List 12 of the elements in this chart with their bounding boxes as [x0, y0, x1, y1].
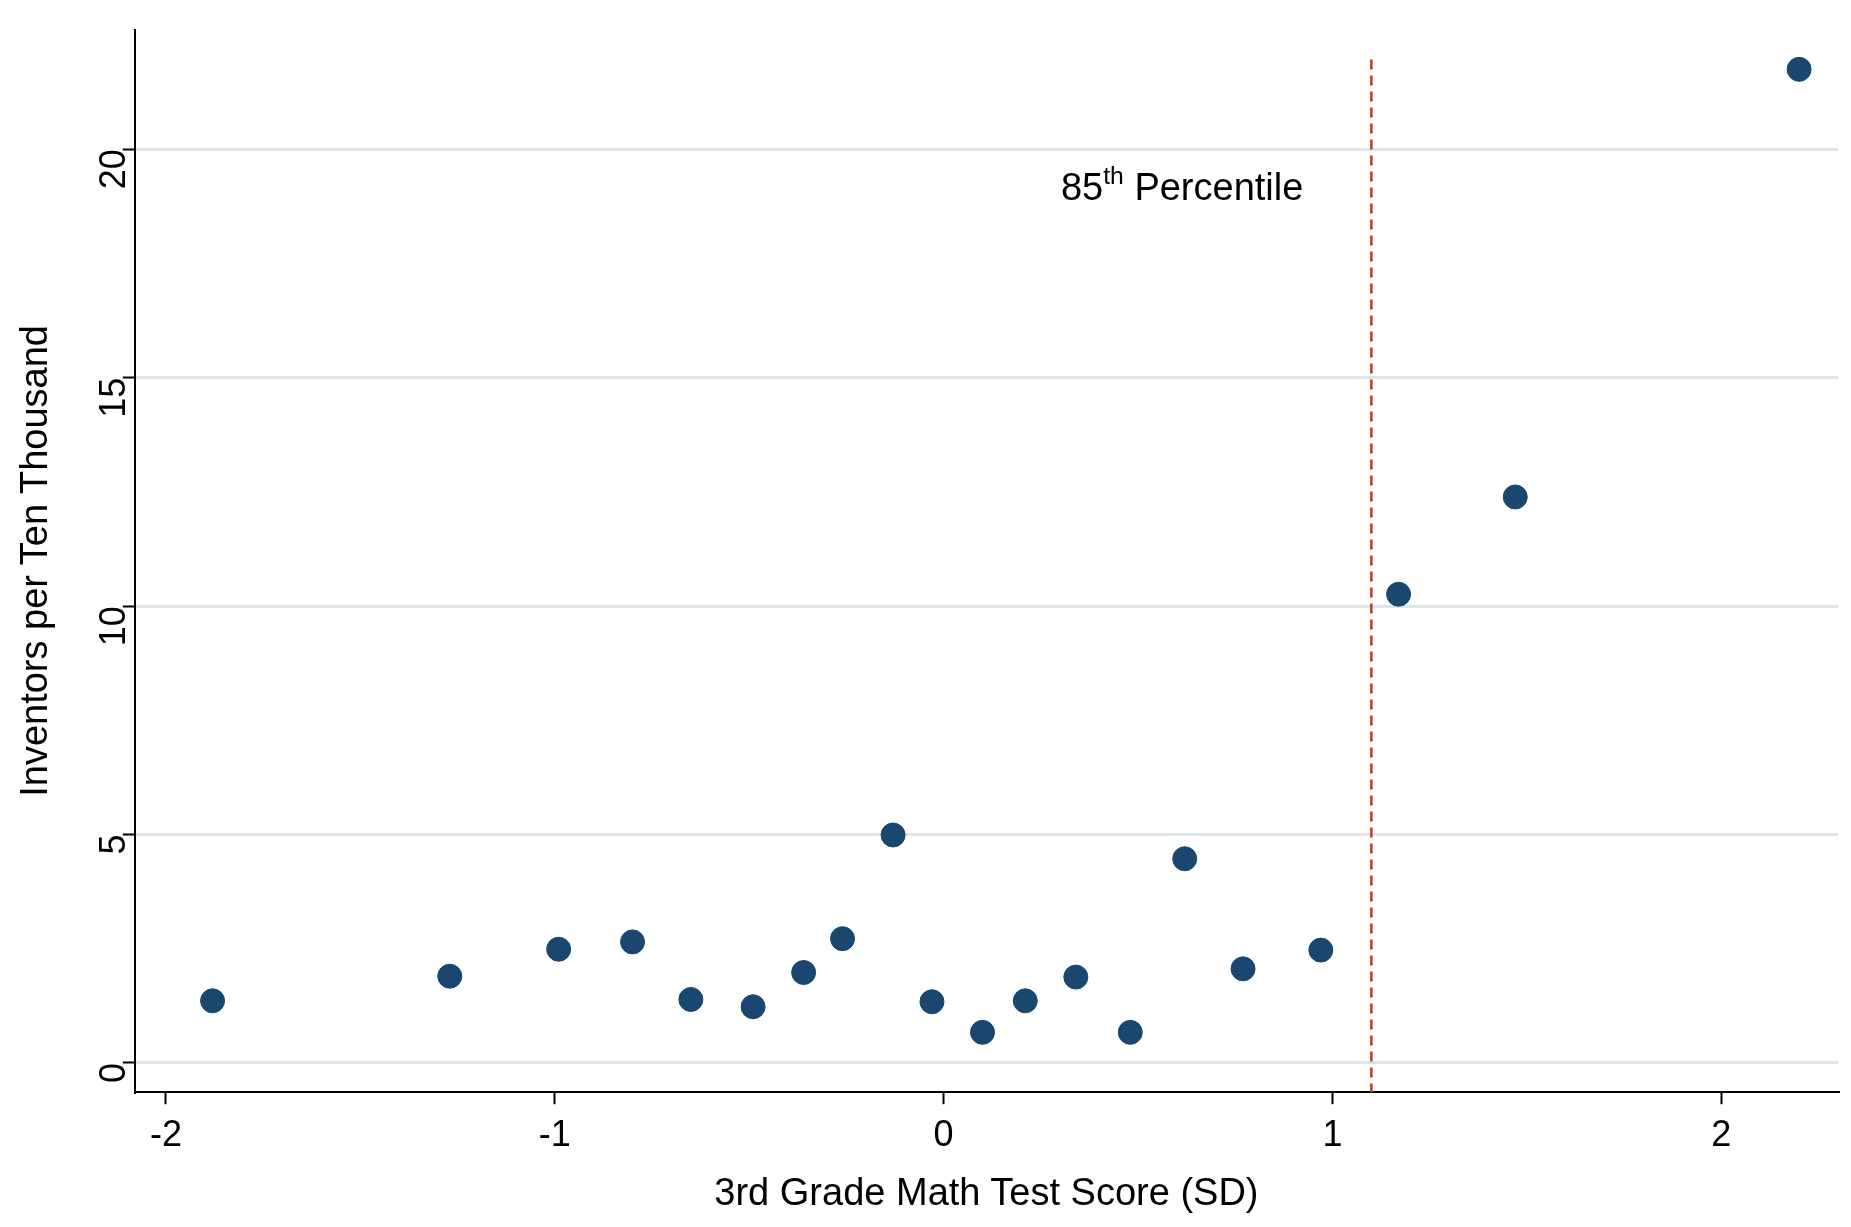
y-tick-label: 5 — [91, 834, 133, 855]
y-tick-label: 15 — [91, 377, 133, 418]
y-tick-label: 10 — [91, 606, 133, 647]
x-tick-label: 2 — [1711, 1112, 1732, 1154]
y-axis-title: Inventors per Ten Thousand — [13, 324, 56, 797]
x-tick-label: -2 — [149, 1112, 182, 1154]
x-tick-label: 0 — [933, 1112, 954, 1154]
x-tick-label: -1 — [538, 1112, 571, 1154]
y-tick-label: 20 — [91, 149, 133, 190]
x-tick-label: 1 — [1322, 1112, 1343, 1154]
y-tick-label: 0 — [91, 1062, 133, 1083]
x-axis-title: 3rd Grade Math Test Score (SD) — [714, 1170, 1259, 1213]
